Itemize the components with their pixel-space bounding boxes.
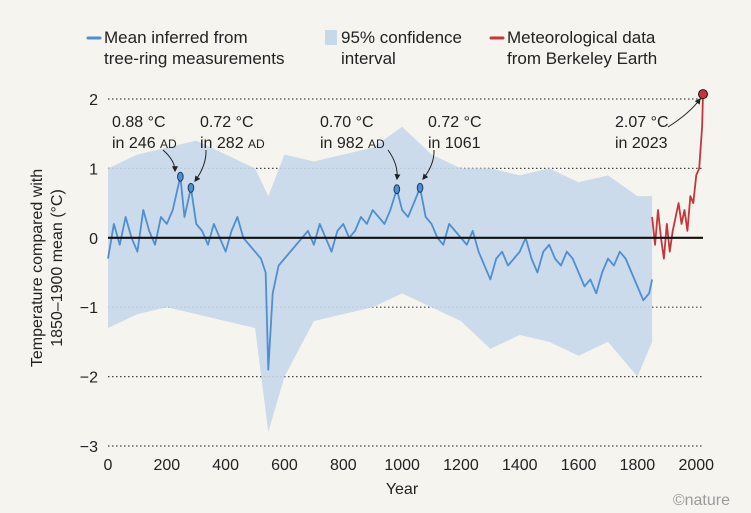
annotation-year: in 2023 [615,135,668,152]
legend-item-mean: Mean inferred from tree-ring measurement… [86,28,284,68]
annotation-arrow [667,98,701,128]
legend-mean-line2: tree-ring measurements [104,49,284,68]
meteorological-series [651,94,704,260]
x-tick-label: 400 [212,457,239,474]
annotation-year: in 282 AD [200,135,265,152]
legend-met-line1: Meteorological data [507,28,656,47]
y-tick-label: −3 [80,439,98,456]
legend-ci-line1: 95% confidence [341,28,462,47]
y-tick-label: −1 [80,300,98,317]
x-tick-label: 1600 [561,457,597,474]
annotation-982: 0.70 °C in 982 AD [320,114,401,195]
x-tick-label: 1000 [384,457,420,474]
y-axis-title: Temperature compared with 1850–1900 mean… [29,169,66,367]
x-tick-label: 1400 [502,457,538,474]
annotation-point [698,89,708,100]
legend: Mean inferred from tree-ring measurement… [86,28,657,68]
y-tick-label: 2 [89,92,98,109]
legend-item-met: Meteorological data from Berkeley Earth [489,28,657,68]
annotation-point [187,182,195,193]
annotation-point [416,182,424,193]
y-tick-label: 0 [89,231,98,248]
annotation-1061: 0.72 °C in 1061 [416,114,482,193]
annotations: 0.88 °C in 246 AD 0.72 °C in 282 AD 0.70 °C i… [112,89,708,195]
legend-mean-line1: Mean inferred from [104,28,248,47]
confidence-interval-area [108,126,653,433]
annotation-arrow [387,149,401,181]
confidence-band [108,126,653,433]
x-tick-label: 1200 [443,457,479,474]
x-axis-label: Year [386,481,419,498]
y-tick-label: −2 [80,370,98,387]
x-tick-label: 1800 [620,457,656,474]
annotation-246: 0.88 °C in 246 AD [112,114,184,182]
mean-series-line [107,175,653,371]
annotation-2023: 2.07 °C in 2023 [615,89,708,152]
x-tick-label: 0 [104,457,113,474]
annotation-year: in 1061 [428,135,481,152]
annotation-arrow [422,149,435,180]
legend-ci-swatch [325,30,337,45]
nature-logo: ©nature [673,492,730,509]
legend-ci-line2: interval [341,49,396,68]
legend-item-ci: 95% confidence interval [325,28,462,68]
y-tick-label: 1 [89,161,98,178]
x-tick-label: 200 [153,457,180,474]
legend-met-line2: from Berkeley Earth [507,49,657,68]
x-tick-label: 800 [330,457,357,474]
annotation-point [177,171,184,182]
annotation-point [393,184,401,195]
annotation-value: 0.72 °C [428,114,482,131]
y-axis-label-line2: 1850–1900 mean (°C) [49,189,66,347]
annotation-arrow [162,149,178,173]
annotation-year: in 246 AD [112,135,177,152]
mean-series [107,175,653,371]
annotation-282: 0.72 °C in 282 AD [187,114,265,193]
annotation-value: 0.72 °C [200,114,254,131]
x-tick-labels: 0 200 400 600 800 1000 1200 1400 1600 1800 2000 [104,457,715,474]
meteorological-series-line [651,94,704,260]
annotation-year: in 982 AD [320,135,385,152]
annotation-value: 2.07 °C [615,114,669,131]
x-tick-label: 2000 [678,457,714,474]
annotation-arrow [194,149,207,182]
annotation-value: 0.70 °C [320,114,374,131]
x-tick-label: 600 [271,457,298,474]
y-tick-labels: 2 1 0 −1 −2 −3 [80,92,98,456]
y-axis-label-line1: Temperature compared with [29,169,46,367]
annotation-value: 0.88 °C [112,114,166,131]
